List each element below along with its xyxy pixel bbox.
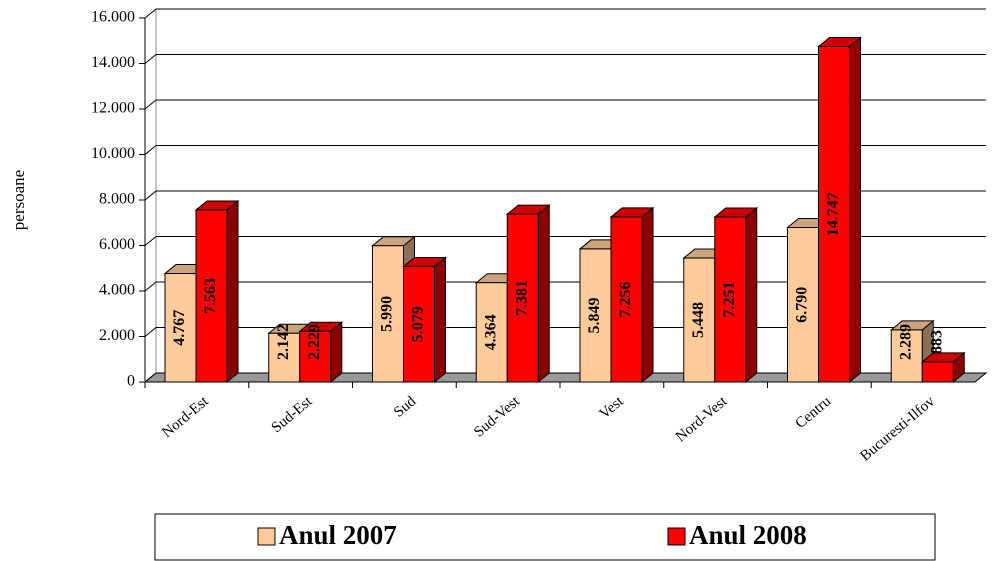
- y-tick-label: 14.000: [91, 54, 135, 71]
- bar-front: [890, 329, 923, 383]
- bar: [713, 206, 759, 384]
- bar-front: [921, 361, 954, 383]
- bar-front: [787, 227, 819, 383]
- bar: [505, 204, 551, 384]
- grid-line: [144, 372, 157, 383]
- bar: [920, 351, 966, 384]
- x-tick-label: Bucuresti-Ilfov: [857, 393, 938, 464]
- grid-line: [144, 145, 157, 155]
- x-tick-label: Sud-Vest: [471, 393, 523, 441]
- value-label: 2.289: [897, 324, 914, 360]
- value-label: 7.563: [202, 278, 219, 314]
- grid-line: [144, 327, 157, 337]
- y-axis-label: persoane: [9, 170, 28, 230]
- legend-marker: [667, 527, 686, 546]
- x-tick-label: Nord-Est: [159, 393, 212, 441]
- bar-front: [579, 248, 612, 383]
- bar: [817, 36, 862, 384]
- x-tick-label: Vest: [597, 393, 628, 422]
- value-label: 7.256: [617, 281, 634, 317]
- legend-marker: [257, 527, 276, 546]
- bar-side: [537, 204, 550, 384]
- bar-front: [475, 282, 508, 383]
- value-label: 7.381: [513, 280, 530, 316]
- y-tick-label: 2.000: [99, 327, 135, 344]
- bar: [298, 321, 344, 384]
- legend: [154, 513, 936, 561]
- bar-side: [641, 206, 654, 384]
- x-tick-label: Centru: [793, 393, 835, 432]
- bar: [609, 206, 655, 384]
- bar-side: [330, 321, 343, 384]
- x-tick-label: Nord-Vest: [673, 393, 731, 445]
- bar: [402, 256, 447, 384]
- grid-line: [144, 190, 157, 201]
- bar-side: [226, 199, 239, 384]
- bar-front: [714, 216, 747, 383]
- y-tick-label: 6.000: [99, 236, 135, 253]
- value-label: 4.364: [482, 314, 499, 350]
- value-label: 5.990: [379, 296, 396, 332]
- y-tick-label: 10.000: [91, 145, 135, 162]
- value-label: 14.747: [825, 192, 842, 236]
- value-label: 5.448: [690, 302, 707, 338]
- x-tick-label: Sud-Est: [269, 393, 316, 436]
- value-label: 7.251: [721, 282, 738, 318]
- bar-side: [434, 256, 446, 384]
- y-tick-label: 0: [127, 373, 135, 390]
- value-label: 2.142: [275, 324, 292, 360]
- legend-label: Anul 2007: [279, 520, 397, 550]
- x-tick-label: Sud: [391, 393, 420, 421]
- grid-line: [144, 54, 157, 64]
- grid-line: [144, 8, 157, 19]
- bar-front: [195, 209, 228, 383]
- bar-front: [818, 46, 850, 383]
- grid-line: [144, 281, 157, 292]
- bar-front: [610, 216, 643, 383]
- legend-label: Anul 2008: [689, 520, 807, 550]
- bar-front: [372, 245, 404, 383]
- value-label: 5.079: [410, 306, 427, 342]
- value-label: 2.229: [306, 324, 323, 360]
- y-tick-label: 16.000: [91, 9, 135, 26]
- bar-front: [299, 330, 332, 383]
- value-label: 5.849: [586, 297, 603, 333]
- value-label: 4.767: [171, 310, 188, 346]
- value-label: 883: [928, 330, 945, 354]
- bar: [194, 199, 240, 384]
- value-label: 6.790: [794, 287, 811, 323]
- y-tick-label: 8.000: [99, 191, 135, 208]
- y-tick-label: 4.000: [99, 282, 135, 299]
- bar-front: [506, 213, 539, 383]
- bar-front: [403, 265, 435, 383]
- grid-line: [144, 236, 157, 246]
- y-tick-label: 12.000: [91, 100, 135, 117]
- grid-line: [144, 99, 157, 110]
- bar-front: [268, 332, 301, 383]
- bar-side: [849, 36, 861, 384]
- bar-side: [745, 206, 758, 384]
